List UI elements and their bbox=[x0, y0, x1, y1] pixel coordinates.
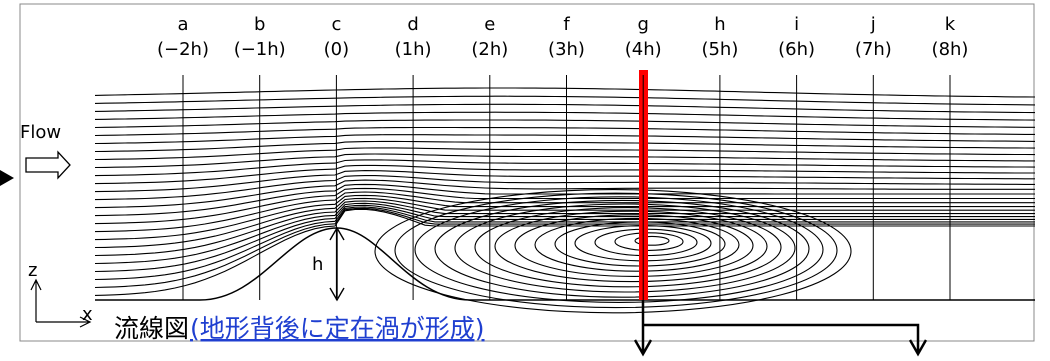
station-letter: f bbox=[563, 14, 570, 35]
station-position: (7h) bbox=[855, 39, 892, 60]
pointer bbox=[0, 170, 14, 186]
axis-x: x bbox=[82, 304, 93, 325]
streamline-diagram: Flow h z x 流線図 (地形背後に定在渦が形成) a (−2h) b (−1h… bbox=[0, 0, 1050, 361]
station-position: (2h) bbox=[471, 39, 508, 60]
station-letter: a bbox=[177, 14, 188, 35]
station-letter: h bbox=[714, 14, 725, 35]
station-letter: b bbox=[254, 14, 265, 35]
streamline bbox=[95, 201, 1035, 256]
station-position: (4h) bbox=[625, 39, 662, 60]
station-letter: g bbox=[637, 14, 648, 35]
station-position: (−2h) bbox=[157, 39, 209, 60]
vortex-line bbox=[615, 233, 683, 251]
station-letter: k bbox=[945, 14, 956, 35]
station-position: (8h) bbox=[932, 39, 969, 60]
bottom-arrows bbox=[635, 300, 926, 354]
streamline bbox=[95, 165, 1035, 183]
station-position: (−1h) bbox=[234, 39, 286, 60]
flow-label: Flow bbox=[20, 122, 61, 143]
streamline bbox=[95, 112, 1035, 120]
streamline bbox=[95, 148, 1035, 160]
station-letter: i bbox=[794, 14, 799, 35]
station-letter: e bbox=[484, 14, 495, 35]
streamline bbox=[95, 198, 1035, 247]
streamline bbox=[95, 120, 1035, 128]
flow-arrow bbox=[26, 152, 70, 178]
height-label: h bbox=[312, 254, 323, 275]
caption-title: 流線図 bbox=[114, 314, 189, 343]
station-letter: c bbox=[331, 14, 341, 35]
station-letter: j bbox=[870, 14, 876, 35]
station-position: (6h) bbox=[778, 39, 815, 60]
streamline bbox=[95, 128, 1035, 136]
station-position: (1h) bbox=[395, 39, 432, 60]
streamlines bbox=[95, 88, 1035, 313]
streamline bbox=[95, 176, 1035, 200]
streamline bbox=[95, 96, 1035, 105]
axis-z: z bbox=[28, 260, 37, 281]
streamline bbox=[95, 104, 1035, 112]
station-position: (5h) bbox=[701, 39, 738, 60]
station-position: (0) bbox=[324, 39, 350, 60]
streamline bbox=[95, 154, 1035, 168]
caption-link[interactable]: (地形背後に定在渦が形成) bbox=[190, 314, 485, 343]
streamline bbox=[95, 88, 1035, 97]
station-position: (3h) bbox=[548, 39, 585, 60]
station-letter: d bbox=[407, 14, 418, 35]
